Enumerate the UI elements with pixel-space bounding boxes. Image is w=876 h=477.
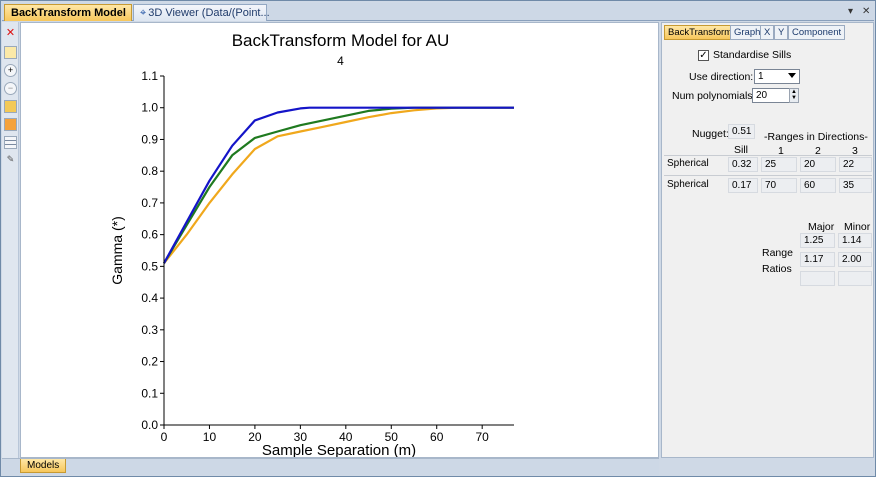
x-axis-label: Sample Separation (m) xyxy=(262,442,416,457)
x-tick-label: 40 xyxy=(339,430,353,444)
y-tick-label: 0.2 xyxy=(141,355,158,369)
y-axis-label: Gamma (*) xyxy=(109,216,125,284)
ratio-2-major[interactable]: 1.17 xyxy=(800,252,835,267)
y-tick-label: 0.3 xyxy=(141,323,158,337)
standardise-sills-checkbox[interactable]: ✓ xyxy=(698,50,709,61)
wand-icon[interactable]: ✎ xyxy=(6,154,15,164)
y-tick-label: 0.9 xyxy=(141,132,158,146)
chart-subtitle: 4 xyxy=(337,54,344,68)
series-line-2 xyxy=(163,106,514,264)
ratios-major-header: Major xyxy=(808,221,835,233)
variogram-chart-pane: BackTransform Model for AU 4 0.0 0.1 0.2 0.… xyxy=(20,22,659,458)
structure-1-range-2[interactable]: 20 xyxy=(800,157,836,172)
tab-label: BackTransform Model xyxy=(11,7,126,19)
ratio-1-minor[interactable]: 1.14 xyxy=(838,233,872,248)
direction-2-header: 2 xyxy=(815,145,821,157)
standardise-sills-label: Standardise Sills xyxy=(713,49,792,61)
tab-backtransform-model[interactable]: BackTransform Model xyxy=(4,4,132,21)
x-tick-label: 70 xyxy=(476,430,490,444)
structure-2-sill[interactable]: 0.17 xyxy=(728,178,758,193)
close-tab-icon[interactable]: ✕ xyxy=(862,6,871,17)
zoom-out-icon[interactable]: − xyxy=(4,82,17,95)
num-polynomials-value: 20 xyxy=(756,90,768,101)
num-polynomials-label: Num polynomials: xyxy=(672,90,756,102)
x-tick-label: 0 xyxy=(161,430,168,444)
nugget-label: Nugget: xyxy=(692,128,729,140)
y-tick-label: 0.1 xyxy=(141,386,158,400)
y-tick-label: 0.0 xyxy=(141,418,158,432)
structure-1-range-1[interactable]: 25 xyxy=(761,157,797,172)
tab-x[interactable]: X xyxy=(760,25,775,40)
chevron-down-icon xyxy=(788,73,796,78)
series-line-3 xyxy=(163,106,514,264)
tab-y[interactable]: Y xyxy=(774,25,789,40)
sill-header: Sill xyxy=(734,144,749,156)
direction-3-header: 3 xyxy=(852,145,858,157)
structure-2-range-3[interactable]: 35 xyxy=(839,178,872,193)
use-direction-label: Use direction: xyxy=(689,71,754,83)
tab-3d-viewer[interactable]: ⌖ 3D Viewer (Data/(Point... xyxy=(133,4,270,21)
divider xyxy=(664,155,872,156)
structure-2-type: Spherical xyxy=(667,179,709,190)
x-tick-label: 10 xyxy=(203,430,217,444)
ratios-label: Ratios xyxy=(762,263,792,275)
tab-models[interactable]: Models xyxy=(20,459,67,473)
x-tick-label: 30 xyxy=(294,430,308,444)
y-tick-label: 1.1 xyxy=(141,69,158,83)
left-toolbar: ✕ + − ✎ xyxy=(2,22,19,462)
x-tick-label: 20 xyxy=(248,430,262,444)
x-tick-label: 60 xyxy=(430,430,444,444)
chart-title: BackTransform Model for AU xyxy=(231,31,450,50)
bottom-tab-strip: Models xyxy=(2,458,659,475)
chart-icon[interactable] xyxy=(4,118,17,131)
use-direction-value: 1 xyxy=(758,71,764,82)
tab-backtransform[interactable]: BackTransform xyxy=(664,25,737,40)
series-line-1 xyxy=(163,106,514,264)
structure-2-range-1[interactable]: 70 xyxy=(761,178,797,193)
use-direction-select[interactable]: 1 xyxy=(754,69,800,84)
ratio-3-major[interactable] xyxy=(800,271,835,286)
variogram-chart: 0.0 0.1 0.2 0.3 0.4 0.5 0.6 0.7 0.8 0.9 1.0 1.1 0 10… xyxy=(109,69,514,457)
zoom-in-icon[interactable]: + xyxy=(4,64,17,77)
close-icon[interactable]: ✕ xyxy=(5,27,16,39)
axes-icon: ⌖ xyxy=(140,7,147,19)
ratio-2-minor[interactable]: 2.00 xyxy=(838,252,872,267)
tab-list-dropdown-icon[interactable]: ▾ xyxy=(848,6,854,17)
y-tick-label: 0.5 xyxy=(141,259,158,273)
nugget-value[interactable]: 0.51 xyxy=(728,124,755,139)
num-polynomials-spinner[interactable]: ▲ ▼ xyxy=(789,88,799,103)
y-tick-label: 0.6 xyxy=(141,228,158,242)
folder-icon[interactable] xyxy=(4,100,17,113)
y-tick-label: 0.7 xyxy=(141,196,158,210)
x-tick-label: 50 xyxy=(385,430,399,444)
ranges-header: -Ranges in Directions- xyxy=(764,131,868,143)
y-tick-label: 0.4 xyxy=(141,291,158,305)
direction-1-header: 1 xyxy=(778,145,784,157)
ratios-minor-header: Minor xyxy=(844,221,871,233)
divider xyxy=(664,175,872,176)
num-polynomials-input[interactable]: 20 xyxy=(752,88,790,103)
structure-2-range-2[interactable]: 60 xyxy=(800,178,836,193)
structure-1-type: Spherical xyxy=(667,158,709,169)
open-icon[interactable] xyxy=(4,46,17,59)
tab-component[interactable]: Component xyxy=(788,25,846,40)
y-tick-label: 0.8 xyxy=(141,164,158,178)
ratio-1-major[interactable]: 1.25 xyxy=(800,233,835,248)
structure-1-sill[interactable]: 0.32 xyxy=(728,157,758,172)
y-tick-label: 1.0 xyxy=(141,101,158,115)
model-properties-panel: BackTransform Graph X Y Component ✓ Stan… xyxy=(661,22,874,458)
ratio-3-minor[interactable] xyxy=(838,271,872,286)
range-label: Range xyxy=(762,247,793,259)
document-tab-strip: BackTransform Model ⌖ 3D Viewer (Data/(Po… xyxy=(2,3,874,21)
tab-label: 3D Viewer (Data/(Point... xyxy=(148,7,270,19)
grid-icon[interactable] xyxy=(4,136,17,149)
structure-1-range-3[interactable]: 22 xyxy=(839,157,872,172)
